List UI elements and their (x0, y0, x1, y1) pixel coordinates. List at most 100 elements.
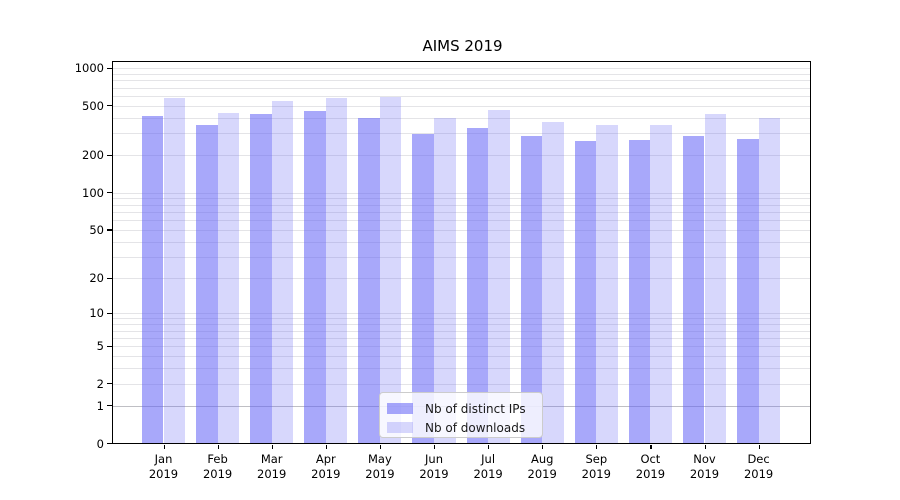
gridline-6 (113, 337, 811, 339)
bar-downloads-aug (542, 121, 564, 444)
y-tick-label-1000: 1000 (74, 61, 104, 76)
x-tick-mark-jun (434, 444, 436, 449)
bar-downloads-feb (217, 113, 240, 444)
gridline-50 (113, 229, 811, 231)
x-tick-mark-feb (217, 444, 219, 449)
x-tick-label-jul: Jul 2019 (473, 451, 503, 481)
bar-downloads-may (379, 97, 402, 444)
bar-distinct-ips-may (358, 118, 380, 444)
gridline-700 (113, 87, 811, 89)
y-tick-mark-20 (107, 277, 113, 279)
gridline-10 (113, 313, 811, 315)
gridline-1000 (113, 68, 811, 70)
bar-distinct-ips-jan (141, 115, 164, 444)
bar-distinct-ips-oct (628, 140, 651, 444)
legend-swatch-distinct-ips (387, 403, 413, 414)
y-tick-mark-500 (107, 105, 113, 107)
bar-downloads-nov (704, 114, 727, 444)
x-tick-label-apr: Apr 2019 (311, 451, 341, 481)
chart-title: AIMS 2019 (422, 37, 503, 55)
bar-downloads-jul (488, 109, 510, 444)
x-tick-label-oct: Oct 2019 (635, 451, 666, 481)
legend-swatch-downloads (387, 422, 413, 433)
x-tick-mark-may (379, 444, 382, 449)
x-tick-label-aug: Aug 2019 (527, 451, 557, 481)
bar-distinct-ips-aug (520, 136, 543, 444)
bar-downloads-apr (325, 97, 348, 444)
y-tick-mark-50 (107, 229, 113, 231)
gridline-9 (113, 318, 811, 320)
bar-downloads-dec (758, 117, 781, 444)
gridline-60 (113, 220, 811, 222)
gridline-30 (113, 256, 811, 258)
bar-downloads-jan (163, 97, 186, 444)
y-tick-mark-1000 (107, 67, 113, 69)
bar-downloads-jun (434, 118, 456, 444)
y-tick-label-200: 200 (82, 148, 104, 163)
y-tick-mark-5 (107, 345, 113, 347)
legend-label-distinct-ips: Nb of distinct IPs (425, 401, 526, 416)
bar-distinct-ips-jul (466, 127, 489, 444)
legend-item-distinct-ips: Nb of distinct IPs (387, 399, 535, 418)
gridline-600 (113, 95, 811, 97)
x-tick-mark-jan (163, 444, 165, 449)
gridline-90 (113, 198, 811, 200)
x-tick-label-nov: Nov 2019 (689, 451, 720, 481)
x-tick-mark-nov (704, 444, 706, 449)
y-tick-label-5: 5 (96, 339, 104, 354)
y-tick-mark-0 (107, 443, 113, 445)
x-tick-label-mar: Mar 2019 (257, 451, 287, 481)
gridline-3 (113, 368, 811, 370)
x-tick-mark-dec (758, 444, 760, 449)
x-tick-label-sep: Sep 2019 (581, 451, 611, 481)
x-tick-mark-sep (596, 444, 598, 449)
bar-distinct-ips-feb (196, 125, 218, 444)
x-tick-mark-apr (325, 444, 327, 449)
legend: Nb of distinct IPs Nb of downloads (379, 392, 543, 438)
x-tick-mark-jul (488, 444, 490, 449)
y-tick-label-20: 20 (89, 271, 104, 286)
bar-distinct-ips-dec (737, 138, 759, 444)
y-tick-label-50: 50 (89, 222, 104, 237)
gridline-8 (113, 324, 811, 326)
x-tick-mark-oct (650, 444, 652, 449)
x-tick-label-jan: Jan 2019 (148, 451, 179, 481)
gridline-900 (113, 73, 811, 75)
bar-downloads-mar (271, 100, 294, 444)
bar-distinct-ips-nov (682, 135, 705, 444)
gridline-300 (113, 133, 811, 135)
x-tick-mark-aug (542, 444, 544, 449)
y-tick-label-500: 500 (82, 98, 104, 113)
legend-item-downloads: Nb of downloads (387, 418, 535, 437)
y-tick-label-1: 1 (96, 398, 104, 413)
gridline-4 (113, 356, 811, 358)
y-tick-mark-1 (107, 405, 113, 407)
y-tick-mark-10 (107, 312, 113, 314)
bar-distinct-ips-sep (574, 141, 597, 444)
legend-label-downloads: Nb of downloads (425, 420, 526, 435)
gridline-80 (113, 204, 811, 206)
gridline-7 (113, 330, 811, 332)
gridline-800 (113, 80, 811, 82)
y-tick-label-10: 10 (89, 306, 104, 321)
bar-distinct-ips-mar (250, 114, 272, 444)
gridline-400 (113, 117, 811, 119)
gridline-500 (113, 105, 811, 107)
bar-downloads-oct (650, 125, 672, 444)
y-tick-mark-200 (107, 154, 113, 157)
bar-distinct-ips-apr (304, 111, 326, 444)
gridline-2 (113, 383, 811, 385)
y-tick-mark-2 (107, 383, 113, 385)
x-tick-label-feb: Feb 2019 (202, 451, 233, 481)
x-tick-label-may: May 2019 (365, 451, 395, 481)
y-tick-mark-100 (107, 192, 113, 194)
y-tick-label-0: 0 (96, 436, 104, 451)
x-tick-mark-mar (271, 444, 273, 449)
gridline-40 (113, 241, 811, 243)
y-tick-label-2: 2 (96, 376, 104, 391)
gridline-20 (113, 278, 811, 280)
bar-distinct-ips-jun (412, 134, 434, 444)
y-tick-label-100: 100 (82, 185, 104, 200)
x-tick-label-dec: Dec 2019 (743, 451, 774, 481)
